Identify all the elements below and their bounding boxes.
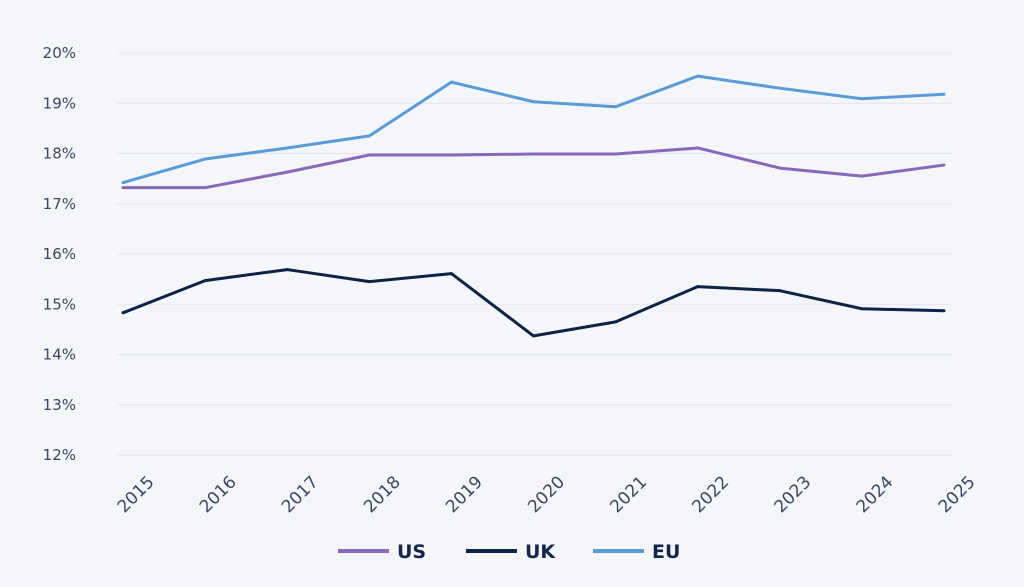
data-point-us bbox=[942, 163, 946, 167]
data-point-uk bbox=[532, 334, 535, 338]
legend-label-us: US bbox=[397, 541, 426, 563]
data-point-eu bbox=[449, 80, 453, 84]
data-point-eu bbox=[285, 146, 289, 150]
x-tick-label: 2022 bbox=[689, 472, 734, 517]
data-point-uk bbox=[449, 272, 453, 276]
data-point-uk bbox=[285, 268, 289, 272]
series-lines bbox=[121, 74, 946, 338]
data-point-us bbox=[367, 153, 371, 157]
legend-label-eu: EU bbox=[652, 541, 680, 563]
data-point-us bbox=[121, 186, 125, 190]
x-tick-label: 2017 bbox=[278, 472, 323, 517]
y-tick-label: 19% bbox=[43, 94, 76, 112]
data-point-eu bbox=[367, 134, 371, 138]
x-tick-label: 2018 bbox=[360, 472, 405, 517]
data-point-us bbox=[449, 153, 453, 157]
data-point-us bbox=[285, 170, 289, 174]
data-point-uk bbox=[614, 320, 618, 324]
x-tick-label: 2019 bbox=[442, 472, 487, 517]
legend: US UK EU bbox=[338, 541, 680, 563]
data-point-uk bbox=[696, 285, 700, 289]
data-point-eu bbox=[942, 92, 946, 96]
data-point-uk bbox=[860, 307, 864, 311]
data-point-eu bbox=[860, 97, 864, 101]
legend-label-uk: UK bbox=[525, 541, 556, 563]
x-tick-label: 2020 bbox=[524, 472, 569, 517]
data-point-uk bbox=[942, 309, 946, 313]
data-point-us bbox=[614, 152, 618, 156]
x-tick-label: 2015 bbox=[114, 472, 159, 517]
data-point-eu bbox=[121, 181, 125, 185]
data-point-us bbox=[860, 174, 864, 178]
data-point-eu bbox=[203, 157, 207, 161]
data-point-uk bbox=[121, 311, 125, 315]
series-line-eu bbox=[122, 74, 945, 185]
x-tick-label: 2021 bbox=[606, 472, 651, 517]
y-tick-label: 16% bbox=[43, 245, 76, 263]
data-point-uk bbox=[203, 279, 207, 283]
data-point-eu bbox=[532, 100, 535, 104]
y-axis-ticks: 12% 13% 14% 15% 16% 17% 18% 19% 20% bbox=[43, 44, 76, 464]
data-point-uk bbox=[778, 289, 782, 293]
data-point-us bbox=[778, 166, 782, 170]
data-point-uk bbox=[367, 280, 371, 284]
series-line-uk bbox=[122, 268, 945, 338]
x-tick-label: 2016 bbox=[196, 472, 241, 517]
y-tick-label: 12% bbox=[43, 446, 76, 464]
x-tick-label: 2025 bbox=[935, 472, 980, 517]
y-tick-label: 17% bbox=[43, 195, 76, 213]
data-point-us bbox=[532, 152, 535, 156]
data-point-eu bbox=[614, 105, 618, 109]
data-point-eu bbox=[696, 74, 700, 78]
data-point-us bbox=[696, 146, 700, 150]
y-tick-label: 13% bbox=[43, 396, 76, 414]
x-tick-label: 2023 bbox=[771, 472, 816, 517]
data-point-eu bbox=[778, 86, 782, 90]
y-tick-label: 14% bbox=[43, 346, 76, 364]
x-axis-ticks: 2015 2016 2017 2018 2019 2020 2021 2022 2023 2024… bbox=[114, 472, 980, 517]
gridlines bbox=[117, 52, 952, 456]
y-tick-label: 15% bbox=[43, 295, 76, 313]
y-tick-label: 20% bbox=[43, 44, 76, 62]
y-tick-label: 18% bbox=[43, 145, 76, 163]
x-tick-label: 2024 bbox=[853, 472, 898, 517]
data-point-us bbox=[203, 186, 207, 190]
